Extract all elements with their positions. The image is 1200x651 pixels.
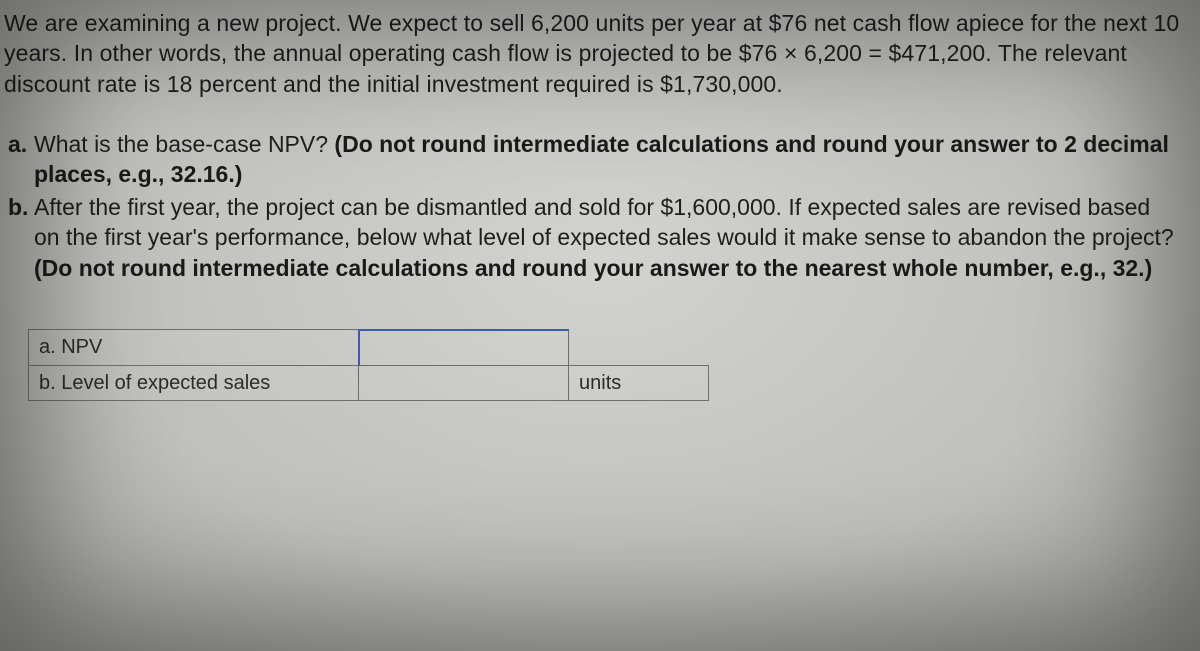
question-b-plain: After the first year, the project can be…: [34, 194, 1174, 250]
sales-input[interactable]: [359, 366, 568, 400]
unit-npv: [569, 330, 709, 365]
intro-paragraph: We are examining a new project. We expec…: [4, 8, 1190, 99]
input-cell-npv: [359, 330, 569, 365]
label-sales: b. Level of expected sales: [29, 365, 359, 400]
input-cell-sales: [359, 365, 569, 400]
label-npv: a. NPV: [29, 330, 359, 365]
table-row-a: a. NPV: [29, 330, 709, 365]
npv-input[interactable]: [360, 331, 569, 365]
bullet-a: a.: [4, 129, 34, 190]
table-row-b: b. Level of expected sales units: [29, 365, 709, 400]
bullet-b: b.: [4, 192, 34, 283]
question-b-bold: (Do not round intermediate calculations …: [34, 255, 1152, 281]
question-a-plain: What is the base-case NPV?: [34, 131, 334, 157]
problem-content: We are examining a new project. We expec…: [0, 0, 1200, 419]
question-a-text: What is the base-case NPV? (Do not round…: [34, 129, 1190, 190]
question-b-text: After the first year, the project can be…: [34, 192, 1190, 283]
question-b: b. After the first year, the project can…: [4, 192, 1190, 283]
question-a: a. What is the base-case NPV? (Do not ro…: [4, 129, 1190, 190]
unit-sales: units: [569, 365, 709, 400]
answer-table: a. NPV b. Level of expected sales units: [28, 329, 709, 401]
question-list: a. What is the base-case NPV? (Do not ro…: [4, 129, 1190, 283]
